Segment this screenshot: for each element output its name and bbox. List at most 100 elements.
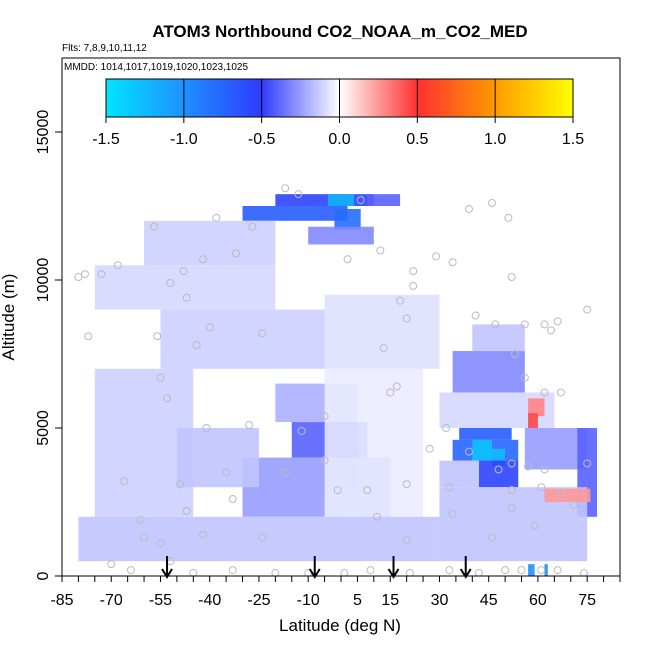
heatmap-cell	[544, 488, 591, 502]
x-axis-label: Latitude (deg N)	[279, 616, 401, 635]
heatmap-cell	[478, 460, 519, 488]
observation-point	[396, 296, 405, 305]
observation-point	[494, 465, 503, 474]
observation-point	[166, 278, 175, 287]
heatmap-cell	[176, 428, 259, 488]
y-tick-label: 5000	[35, 410, 52, 446]
observation-point	[376, 246, 385, 255]
observation-point	[537, 483, 546, 492]
profile-arrow	[308, 556, 321, 579]
observation-point	[520, 373, 529, 382]
observation-point	[363, 486, 372, 495]
observation-point	[507, 273, 516, 282]
observation-point	[179, 267, 188, 276]
flights-label: Flts: 7,8,9,10,11,12	[62, 43, 147, 54]
observation-point	[579, 569, 588, 576]
observation-point	[409, 281, 418, 290]
colorbar-tick-label: 0.5	[406, 131, 428, 148]
observation-point	[199, 255, 208, 264]
y-axis: 0 5000 10000 15000	[35, 110, 62, 580]
observation-point	[465, 204, 474, 213]
observation-point	[156, 373, 165, 382]
colorbar: -1.5 -1.0 -0.5 0.0 0.5 1.0 1.5	[92, 78, 584, 148]
observation-point	[182, 506, 191, 515]
observation-point	[405, 569, 414, 576]
observation-point	[228, 566, 237, 575]
heatmap-cell	[94, 265, 276, 310]
observation-point	[448, 258, 457, 267]
heatmap-cell	[544, 564, 548, 576]
observation-point	[107, 560, 116, 569]
observation-point	[507, 486, 516, 495]
profile-arrow	[459, 556, 472, 579]
observation-point	[507, 459, 516, 468]
observation-point	[80, 270, 89, 279]
observation-point	[245, 421, 254, 430]
observation-point	[556, 489, 565, 498]
x-tick-label: 30	[431, 592, 449, 609]
observation-point	[448, 509, 457, 518]
observation-point	[471, 311, 480, 320]
observation-point	[333, 486, 342, 495]
dates-label: MMDD: 1014,1017,1019,1020,1023,1025	[64, 62, 248, 73]
colorbar-tick-label: -1.0	[170, 131, 198, 148]
heatmap-cell	[459, 428, 512, 440]
observation-point	[189, 569, 198, 576]
colorbar-tick-label: 1.5	[562, 131, 584, 148]
x-tick-label: 60	[529, 592, 547, 609]
heatmap-cell	[528, 564, 535, 576]
observation-point	[553, 566, 562, 575]
heatmap-cell	[528, 398, 545, 417]
observation-point	[504, 213, 513, 222]
y-tick-label: 0	[35, 571, 52, 580]
observation-point	[343, 255, 352, 264]
heatmap-cell	[324, 368, 424, 517]
observation-point	[140, 533, 149, 542]
colorbar-tick-label: -1.5	[92, 131, 120, 148]
x-tick-label: -10	[297, 592, 320, 609]
observation-point	[136, 515, 145, 524]
heatmap-cell	[144, 220, 276, 266]
x-tick-label: 75	[578, 592, 596, 609]
x-tick-label: 15	[381, 592, 399, 609]
observation-point	[547, 326, 556, 335]
heatmap-cell	[528, 413, 538, 428]
observation-point	[487, 533, 496, 542]
observation-point	[510, 350, 519, 358]
observation-point	[222, 468, 231, 477]
observation-point	[113, 261, 122, 270]
observation-point	[409, 267, 418, 276]
observation-point	[432, 252, 441, 261]
heatmap-cell	[524, 428, 588, 470]
observation-point	[176, 480, 185, 489]
observation-point	[507, 503, 516, 512]
observation-point	[126, 566, 135, 575]
observation-point	[570, 500, 579, 509]
x-tick-label: 45	[480, 592, 498, 609]
observation-point	[120, 477, 129, 486]
observation-point	[156, 539, 165, 548]
heatmap-cells	[78, 194, 598, 576]
observation-point	[153, 332, 162, 341]
observation-point	[281, 468, 290, 477]
observation-point	[540, 465, 549, 474]
observation-point	[524, 462, 533, 471]
observation-point	[487, 199, 496, 208]
observation-point	[402, 314, 411, 323]
observation-point	[258, 533, 267, 542]
x-tick-label: -25	[247, 592, 270, 609]
observation-point	[402, 536, 411, 545]
observation-point	[205, 323, 214, 332]
x-tick-label: -85	[50, 592, 73, 609]
x-tick-label: 5	[353, 592, 362, 609]
y-tick-label: 15000	[35, 110, 52, 155]
observation-point	[520, 320, 529, 329]
observation-point	[228, 495, 237, 504]
observation-point	[373, 512, 382, 521]
observation-point	[182, 293, 191, 302]
heatmap-cell	[327, 194, 355, 206]
observation-point	[392, 382, 401, 391]
heatmap-cell	[324, 294, 440, 369]
